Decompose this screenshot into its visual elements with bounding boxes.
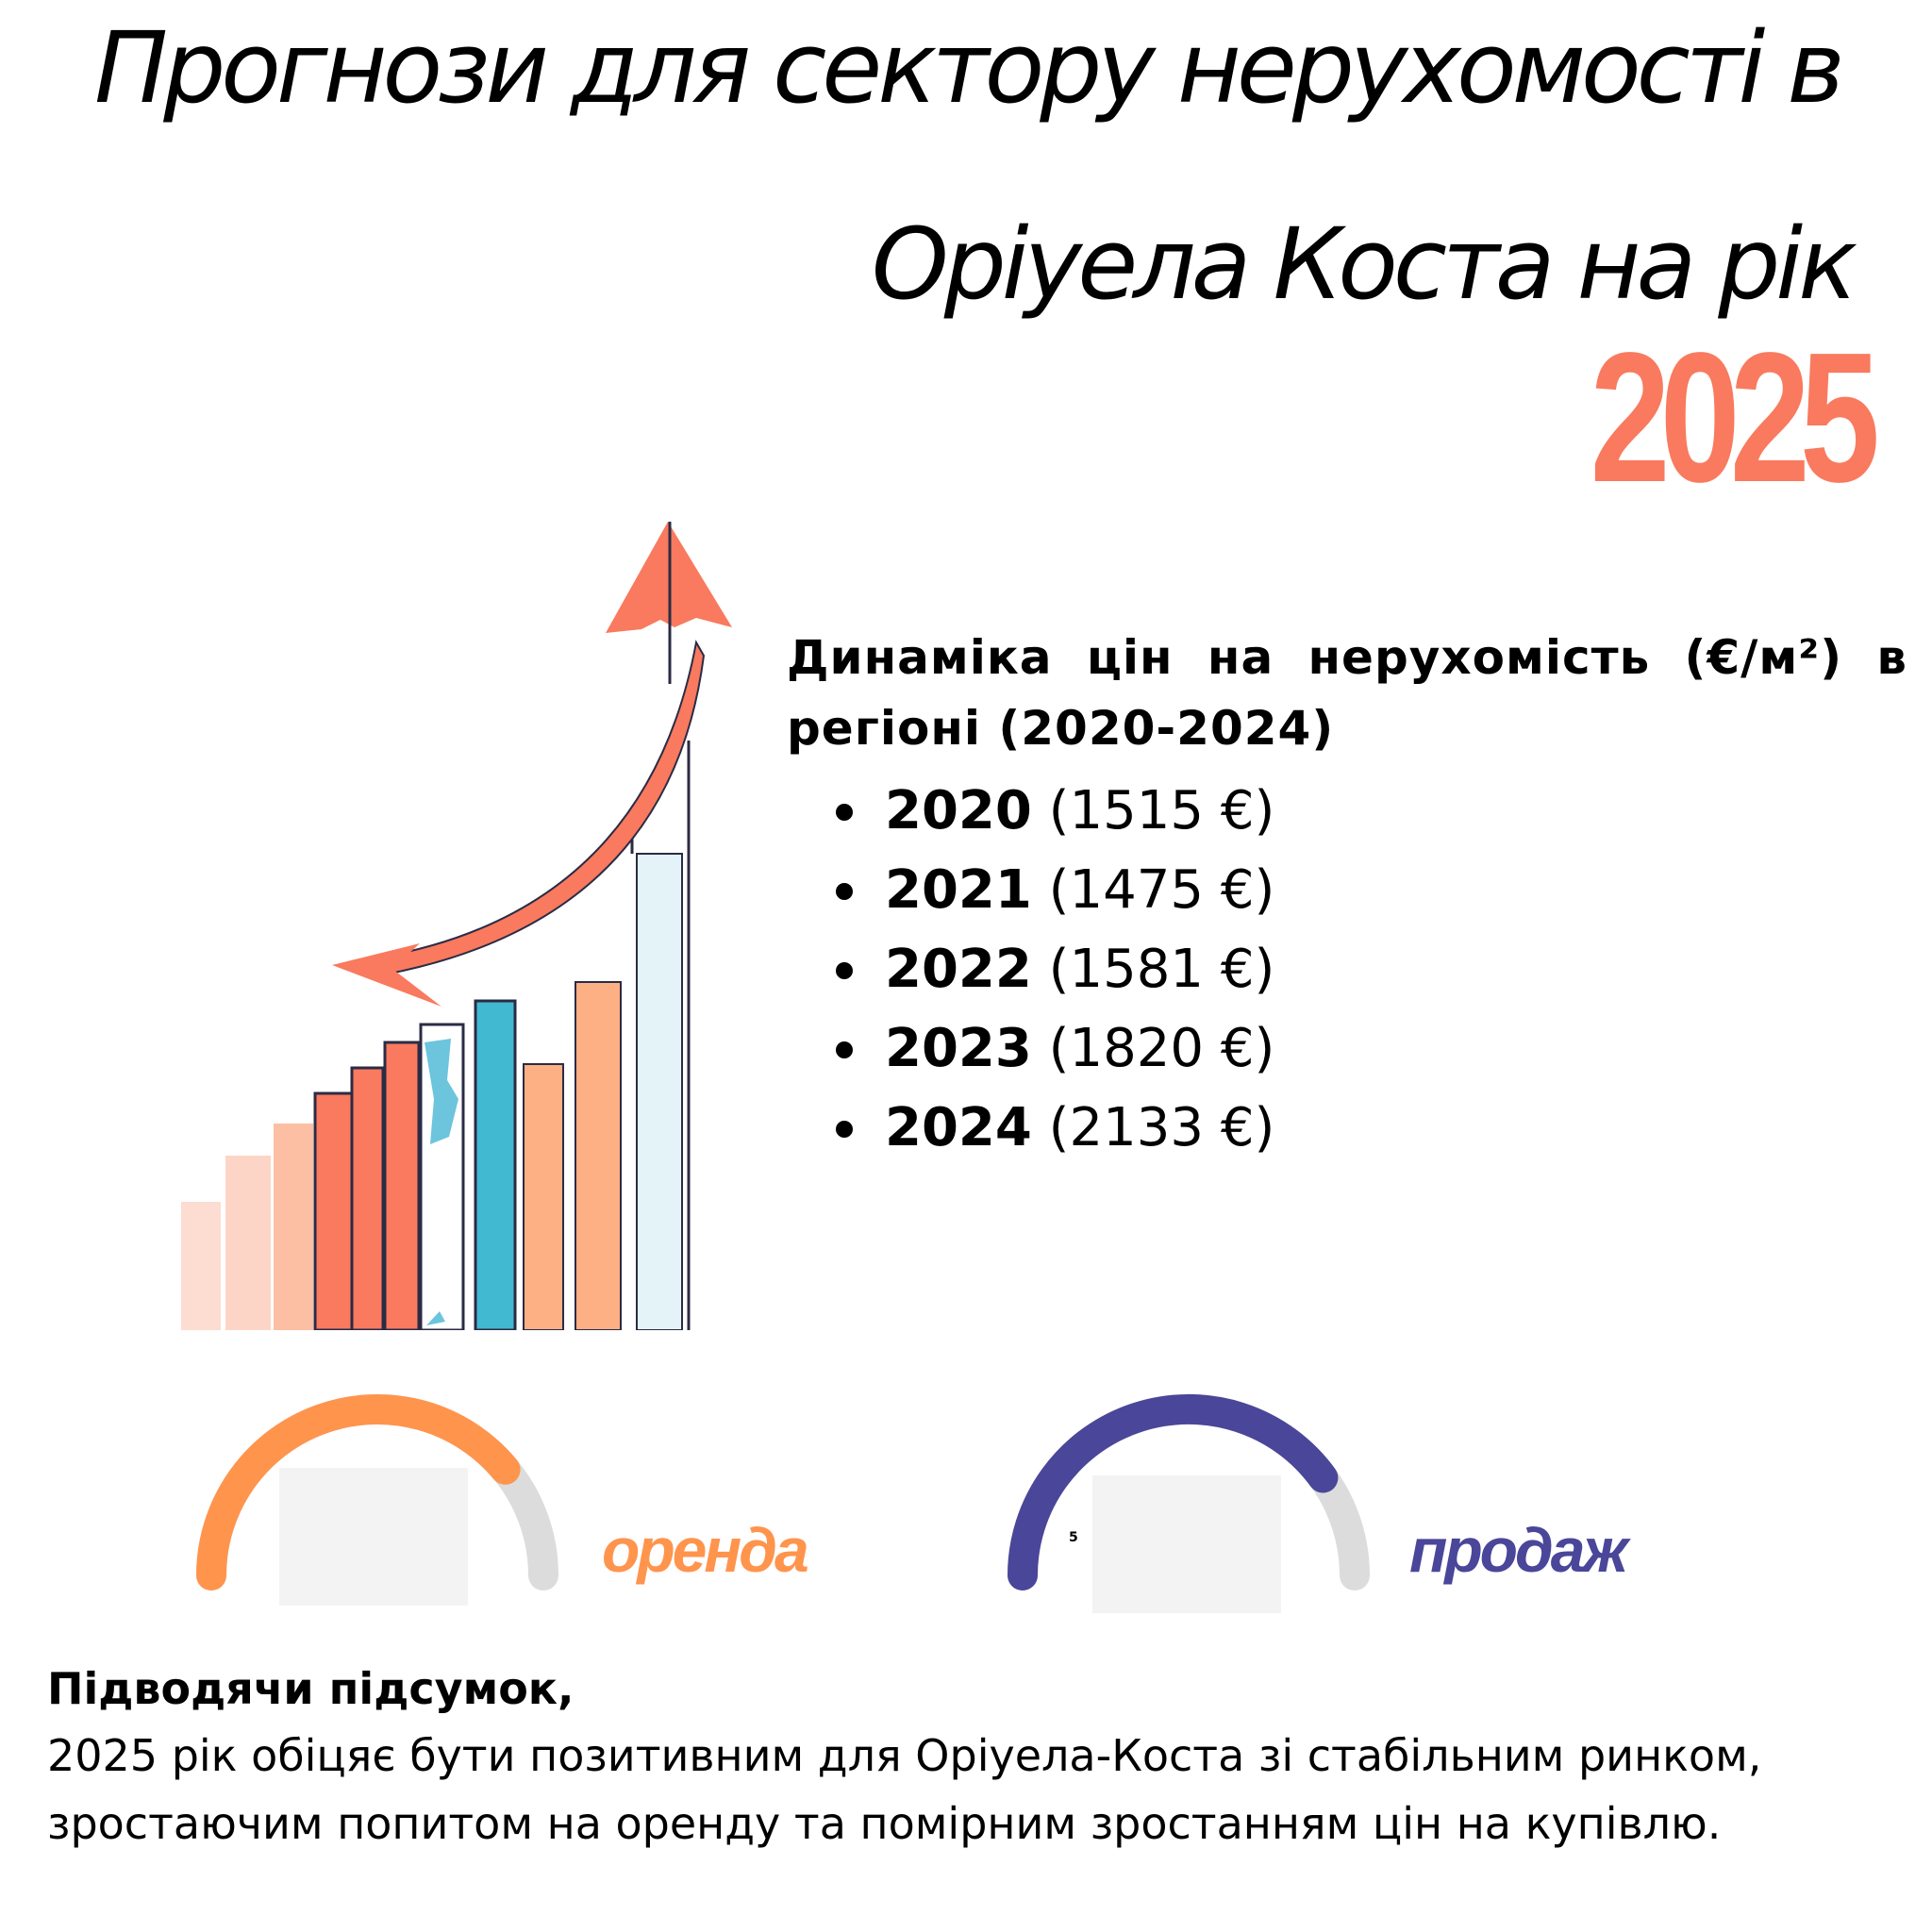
price-value: (1820 €): [1048, 1018, 1275, 1079]
summary-heading: Підводячи підсумок,: [47, 1663, 575, 1714]
price-value: (1581 €): [1048, 939, 1275, 1000]
price-list-item: 2022 (1581 €): [787, 930, 1907, 1009]
sale-gauge: 5: [1008, 1393, 1370, 1613]
illustration-bar: [523, 1063, 564, 1330]
price-year: 2020: [885, 780, 1032, 841]
title-line-2: Оріуела Коста на рік: [871, 207, 1857, 322]
summary-section: Підводячи підсумок, 2025 рік обіцяє бути…: [47, 1656, 1896, 1857]
illustration-bar: [350, 1066, 385, 1330]
price-dynamics-heading: Динаміка цін на нерухомість (€/м²) в рег…: [787, 630, 1907, 756]
price-list-item: 2021 (1475 €): [787, 851, 1907, 930]
price-year: 2021: [885, 859, 1032, 921]
growth-bar-chart-with-arrow-illustration: [181, 522, 732, 1330]
title-line-1: Прогнози для сектору нерухомості в: [94, 10, 1845, 125]
illustration-bar: [225, 1156, 271, 1330]
price-value: (1515 €): [1048, 780, 1275, 841]
price-list: 2020 (1515 €) 2021 (1475 €) 2022 (1581 €…: [787, 772, 1907, 1168]
summary-text: 2025 рік обіцяє бути позитивним для Оріу…: [47, 1730, 1762, 1849]
price-dynamics-section: Динаміка цін на нерухомість (€/м²) в рег…: [787, 623, 1907, 1168]
rent-gauge-fill: [196, 1394, 521, 1591]
sale-gauge-value: 5: [1069, 1530, 1078, 1545]
illustration-bar: [274, 1124, 313, 1330]
price-year: 2022: [885, 939, 1032, 1000]
illustration-curved-arrow: [332, 640, 706, 1007]
price-year: 2024: [885, 1097, 1032, 1158]
illustration-bar: [383, 1041, 421, 1330]
illustration-up-arrow: [606, 522, 732, 684]
price-list-item: 2020 (1515 €): [787, 772, 1907, 851]
bullet-icon: [836, 883, 853, 900]
bullet-icon: [836, 804, 853, 821]
illustration-bar-splash: [425, 1039, 458, 1325]
bullet-icon: [836, 1121, 853, 1138]
rent-gauge-value-box: [279, 1468, 468, 1606]
price-value: (1475 €): [1048, 859, 1275, 921]
sale-gauge-value-box: [1092, 1475, 1281, 1613]
rent-gauge: [196, 1394, 558, 1606]
bullet-icon: [836, 1041, 853, 1058]
illustration-bar: [474, 999, 517, 1330]
price-value: (2133 €): [1048, 1097, 1275, 1158]
illustration-bar: [181, 1202, 221, 1330]
illustration-bar: [575, 981, 622, 1330]
price-list-item: 2024 (2133 €): [787, 1089, 1907, 1168]
illustration-bar: [636, 853, 683, 1330]
illustration-bar: [313, 1091, 354, 1330]
price-list-item: 2023 (1820 €): [787, 1009, 1907, 1089]
rent-label: оренда: [602, 1515, 809, 1585]
sale-gauge-fill: [1008, 1393, 1339, 1591]
illustration-bars: [181, 741, 691, 1330]
sale-label: продаж: [1409, 1515, 1628, 1585]
bullet-icon: [836, 962, 853, 979]
title-year: 2025: [1590, 314, 1880, 521]
price-year: 2023: [885, 1018, 1032, 1079]
